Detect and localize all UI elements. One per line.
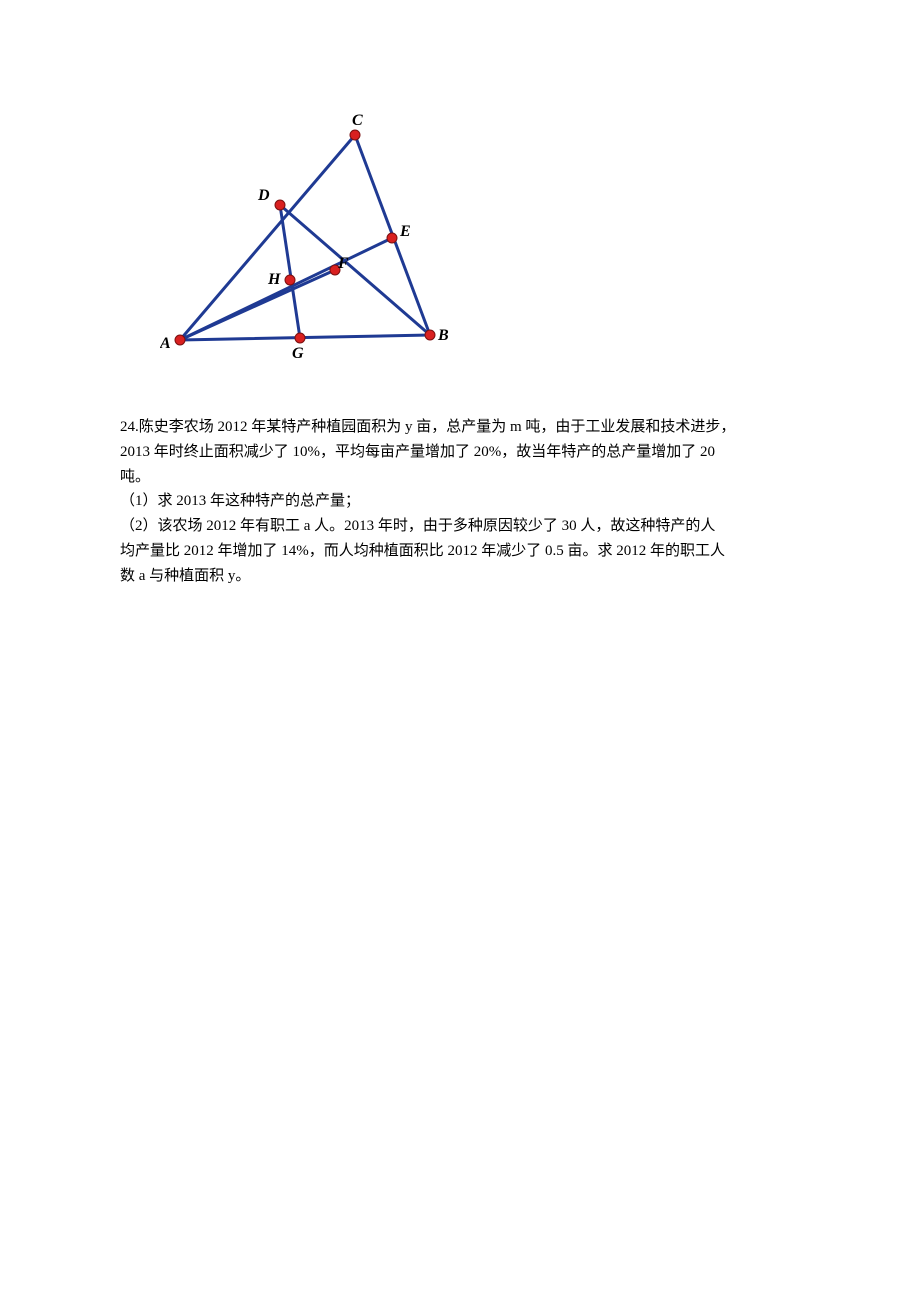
problem-number: 24. (120, 419, 139, 435)
label-C: C (352, 112, 363, 129)
point-B (425, 330, 435, 340)
label-H: H (267, 271, 281, 288)
label-A: A (160, 335, 171, 352)
label-G: G (292, 345, 304, 362)
geometry-diagram: A B C D E F G H (0, 0, 920, 415)
stem-text-3: 吨。 (120, 465, 800, 490)
point-D (275, 200, 285, 210)
edge-CA (180, 135, 355, 340)
point-E (387, 233, 397, 243)
label-E: E (399, 223, 411, 240)
label-D: D (257, 187, 270, 204)
point-H (285, 275, 295, 285)
label-F: F (337, 255, 349, 272)
edge-AF (180, 270, 335, 340)
question-2-line3: 数 a 与种植面积 y。 (120, 564, 800, 589)
question-1: （1）求 2013 年这种特产的总产量； (120, 489, 800, 514)
point-G (295, 333, 305, 343)
label-B: B (437, 327, 449, 344)
edge-DG (280, 205, 300, 338)
point-A (175, 335, 185, 345)
triangle-figure: A B C D E F G H (160, 110, 460, 370)
question-2-line1: （2）该农场 2012 年有职工 a 人。2013 年时，由于多种原因较少了 3… (120, 514, 800, 539)
stem-text-2: 2013 年时终止面积减少了 10%，平均每亩产量增加了 20%，故当年特产的总… (120, 440, 800, 465)
stem-text-1: 陈史李农场 2012 年某特产种植园面积为 y 亩，总产量为 m 吨，由于工业发… (139, 419, 736, 435)
problem-24: 24.陈史李农场 2012 年某特产种植园面积为 y 亩，总产量为 m 吨，由于… (0, 415, 920, 588)
point-C (350, 130, 360, 140)
question-2-line2: 均产量比 2012 年增加了 14%，而人均种植面积比 2012 年减少了 0.… (120, 539, 800, 564)
